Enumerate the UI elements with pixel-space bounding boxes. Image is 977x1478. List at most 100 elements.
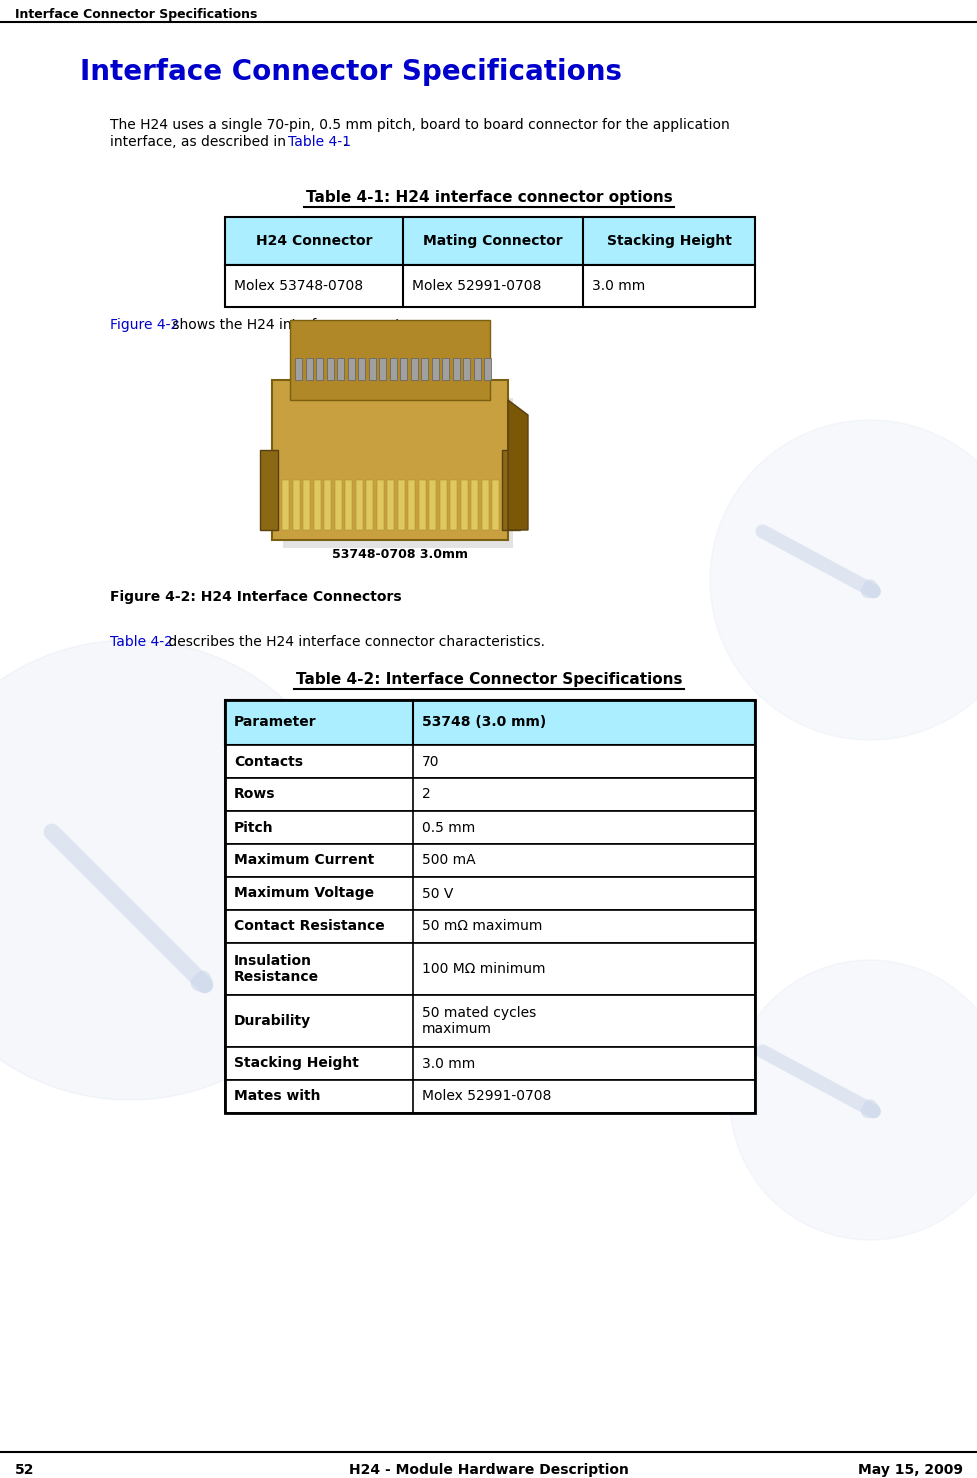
Text: Interface Connector Specifications: Interface Connector Specifications — [15, 7, 257, 21]
Bar — [501, 449, 520, 531]
Text: Stacking Height: Stacking Height — [234, 1057, 359, 1070]
Bar — [323, 480, 330, 531]
Bar — [225, 745, 754, 777]
Text: Table 4-2: Interface Connector Specifications: Table 4-2: Interface Connector Specifica… — [295, 672, 682, 687]
Text: Maximum Voltage: Maximum Voltage — [234, 887, 374, 900]
Bar — [225, 265, 754, 307]
Text: Figure 4-2: H24 Interface Connectors: Figure 4-2: H24 Interface Connectors — [109, 590, 402, 605]
Bar — [429, 480, 436, 531]
Bar — [376, 480, 383, 531]
Bar — [491, 480, 498, 531]
Bar — [225, 943, 754, 995]
Text: The H24 uses a single 70-pin, 0.5 mm pitch, board to board connector for the app: The H24 uses a single 70-pin, 0.5 mm pit… — [109, 118, 729, 132]
Bar — [314, 480, 320, 531]
Bar — [449, 480, 456, 531]
Circle shape — [729, 961, 977, 1240]
Circle shape — [0, 640, 360, 1100]
Bar — [347, 358, 354, 380]
Bar — [225, 876, 754, 910]
Bar — [442, 358, 448, 380]
Text: Durability: Durability — [234, 1014, 311, 1029]
Text: Molex 52991-0708: Molex 52991-0708 — [421, 1089, 551, 1104]
Bar — [225, 910, 754, 943]
Bar — [471, 480, 478, 531]
Bar — [439, 480, 446, 531]
Text: 3.0 mm: 3.0 mm — [421, 1057, 475, 1070]
Bar — [225, 811, 754, 844]
Bar — [281, 480, 289, 531]
Text: shows the H24 interface connectors.: shows the H24 interface connectors. — [168, 318, 426, 333]
Text: 53748 (3.0 mm): 53748 (3.0 mm) — [421, 715, 546, 730]
Bar — [368, 358, 375, 380]
Bar — [345, 480, 352, 531]
Bar — [260, 449, 277, 531]
Bar — [407, 480, 414, 531]
Text: Contacts: Contacts — [234, 754, 303, 769]
Bar — [418, 480, 425, 531]
Text: interface, as described in: interface, as described in — [109, 134, 290, 149]
Text: Interface Connector Specifications: Interface Connector Specifications — [80, 58, 621, 86]
Bar — [460, 480, 467, 531]
Bar — [358, 358, 364, 380]
Text: 70: 70 — [421, 754, 439, 769]
Text: 50 V: 50 V — [421, 887, 453, 900]
Text: Molex 52991-0708: Molex 52991-0708 — [411, 279, 541, 293]
Bar — [365, 480, 372, 531]
Text: H24 Connector: H24 Connector — [256, 234, 372, 248]
Circle shape — [709, 420, 977, 740]
Text: Insulation
Resistance: Insulation Resistance — [234, 953, 319, 984]
Bar — [397, 480, 404, 531]
Bar — [290, 321, 489, 401]
Bar — [295, 358, 302, 380]
Bar — [225, 217, 754, 265]
Text: Parameter: Parameter — [234, 715, 317, 730]
Text: 3.0 mm: 3.0 mm — [591, 279, 645, 293]
Bar — [355, 480, 362, 531]
Text: H24 - Module Hardware Description: H24 - Module Hardware Description — [349, 1463, 628, 1477]
Text: 50 mated cycles
maximum: 50 mated cycles maximum — [421, 1007, 535, 1036]
Bar — [462, 358, 470, 380]
Polygon shape — [507, 401, 528, 531]
Text: 100 MΩ minimum: 100 MΩ minimum — [421, 962, 545, 975]
Bar — [481, 480, 488, 531]
Text: Rows: Rows — [234, 788, 276, 801]
Text: Table 4-1: Table 4-1 — [287, 134, 351, 149]
Text: 500 mA: 500 mA — [421, 853, 475, 868]
Text: 2: 2 — [421, 788, 430, 801]
Bar — [292, 480, 299, 531]
Bar — [452, 358, 459, 380]
Bar — [379, 358, 386, 380]
Text: Mates with: Mates with — [234, 1089, 320, 1104]
Text: 52: 52 — [15, 1463, 34, 1477]
Text: Mating Connector: Mating Connector — [423, 234, 562, 248]
Bar — [225, 844, 754, 876]
Text: Molex 53748-0708: Molex 53748-0708 — [234, 279, 362, 293]
Text: describes the H24 interface connector characteristics.: describes the H24 interface connector ch… — [164, 636, 544, 649]
Text: Stacking Height: Stacking Height — [606, 234, 731, 248]
Bar — [337, 358, 344, 380]
Bar — [303, 480, 310, 531]
Bar — [225, 777, 754, 811]
Bar — [305, 358, 313, 380]
Bar — [272, 380, 507, 539]
Bar — [431, 358, 438, 380]
Bar — [410, 358, 417, 380]
Bar — [334, 480, 341, 531]
Bar — [225, 995, 754, 1046]
Text: 0.5 mm: 0.5 mm — [421, 820, 475, 835]
Bar — [389, 358, 396, 380]
Text: Pitch: Pitch — [234, 820, 274, 835]
Bar — [387, 480, 394, 531]
Bar — [225, 1080, 754, 1113]
Bar — [225, 701, 754, 1113]
Bar — [326, 358, 333, 380]
Text: 50 mΩ maximum: 50 mΩ maximum — [421, 919, 542, 934]
Bar — [420, 358, 428, 380]
Bar — [316, 358, 322, 380]
Text: .: . — [342, 134, 346, 149]
Bar — [473, 358, 480, 380]
Bar — [484, 358, 490, 380]
Bar — [282, 398, 513, 548]
Text: 53748-0708 3.0mm: 53748-0708 3.0mm — [331, 548, 468, 562]
Text: Table 4-2: Table 4-2 — [109, 636, 173, 649]
